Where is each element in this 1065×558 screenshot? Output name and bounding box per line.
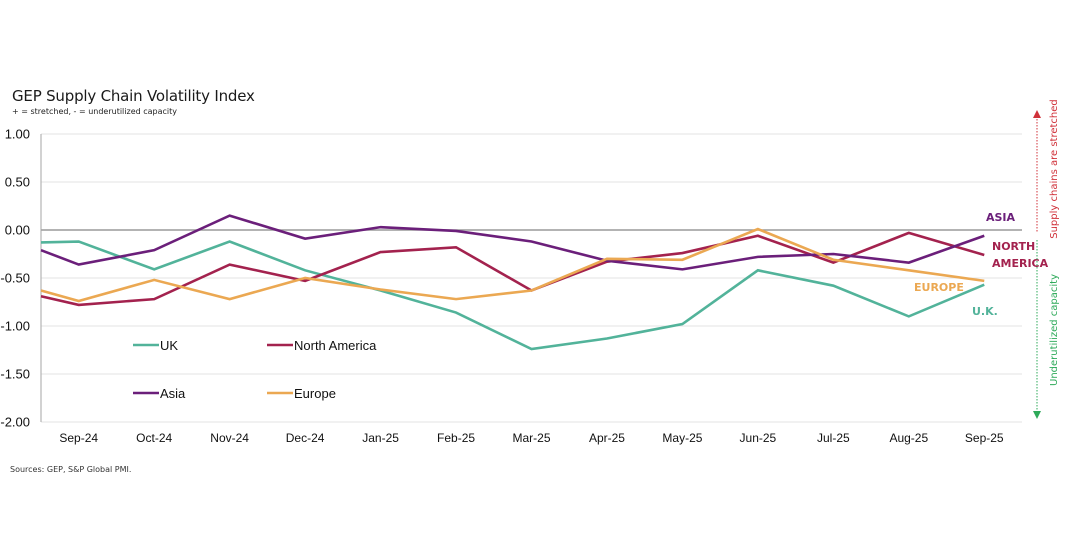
x-tick-label: Dec-24 — [286, 431, 325, 445]
series-line-europe — [40, 227, 985, 303]
series-line-uk — [40, 240, 985, 351]
x-tick-label: Aug-25 — [889, 431, 928, 445]
up-arrow-icon — [1033, 110, 1041, 118]
x-tick-label: Sep-24 — [59, 431, 98, 445]
series-end-labels: ASIA NORTH AMERICA EUROPE U.K. — [914, 211, 1049, 318]
legend-label-asia: Asia — [160, 386, 186, 401]
end-label-uk: U.K. — [972, 305, 998, 318]
legend-label-uk: UK — [160, 338, 178, 353]
series-lines — [40, 214, 985, 351]
chart-subtitle: + = stretched, - = underutilized capacit… — [12, 107, 178, 116]
gridlines — [41, 133, 1022, 423]
x-tick-label: Nov-24 — [210, 431, 249, 445]
x-tick-label: Jan-25 — [362, 431, 399, 445]
series-line-north-america — [40, 231, 985, 307]
end-label-asia: ASIA — [986, 211, 1016, 224]
y-tick-label: 1.00 — [5, 127, 30, 142]
x-tick-label: May-25 — [662, 431, 702, 445]
legend: UK North America Asia Europe — [133, 338, 377, 401]
source-note: Sources: GEP, S&P Global PMI. — [10, 465, 132, 474]
x-tick-label: Apr-25 — [589, 431, 625, 445]
y-axis-ticks: 1.00 0.50 0.00 -0.50 -1.00 -1.50 -2.00 — [0, 127, 30, 430]
underutilized-annotation: Underutilized capacity — [1049, 274, 1060, 386]
down-arrow-icon — [1033, 411, 1041, 419]
x-tick-label: Sep-25 — [965, 431, 1004, 445]
x-tick-label: Mar-25 — [512, 431, 550, 445]
y-tick-label: -2.00 — [0, 415, 30, 430]
x-tick-label: Feb-25 — [437, 431, 475, 445]
y-tick-label: -0.50 — [0, 271, 30, 286]
y-tick-label: 0.00 — [5, 223, 30, 238]
chart-title: GEP Supply Chain Volatility Index — [12, 87, 255, 105]
side-annotations: Supply chains are stretched Underutilized… — [1033, 99, 1060, 419]
x-tick-label: Oct-24 — [136, 431, 172, 445]
y-tick-label: -1.00 — [0, 319, 30, 334]
y-tick-label: -1.50 — [0, 367, 30, 382]
legend-label-north-america: North America — [294, 338, 377, 353]
x-axis-ticks: Sep-24 Oct-24 Nov-24 Dec-24 Jan-25 Feb-25 Mar-… — [59, 431, 1004, 445]
end-label-north-america-line2: AMERICA — [992, 257, 1049, 270]
end-label-north-america-line1: NORTH — [992, 240, 1035, 253]
x-tick-label: Jun-25 — [740, 431, 777, 445]
x-tick-label: Jul-25 — [817, 431, 850, 445]
y-tick-label: 0.50 — [5, 175, 30, 190]
stretched-annotation: Supply chains are stretched — [1049, 99, 1060, 239]
legend-label-europe: Europe — [294, 386, 336, 401]
end-label-europe: EUROPE — [914, 281, 964, 294]
